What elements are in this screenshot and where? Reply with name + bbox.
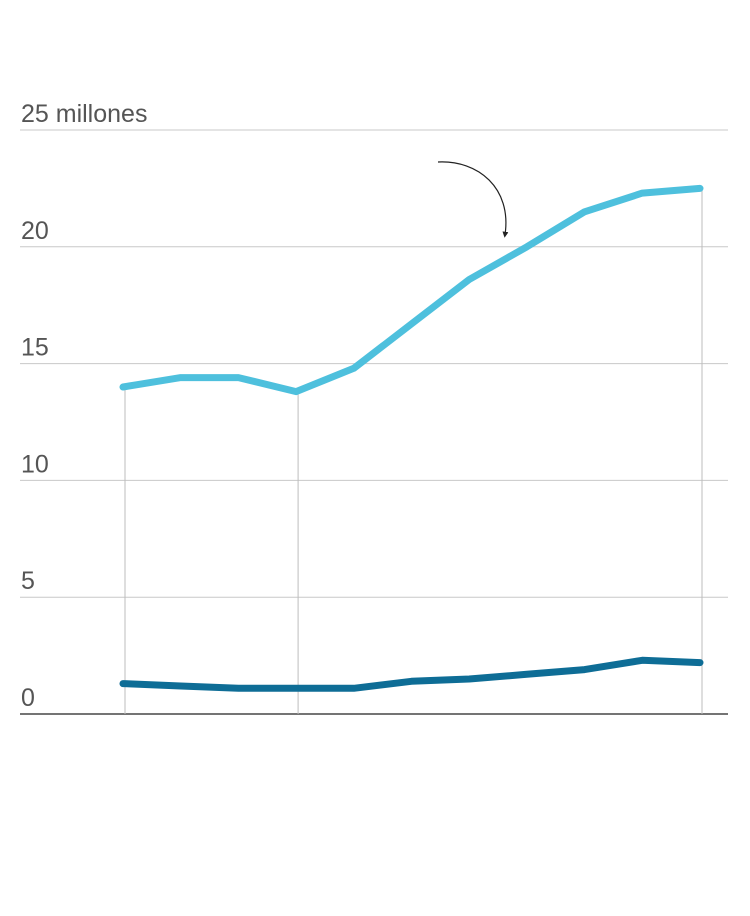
series-line-1 — [119, 184, 704, 396]
y-tick-label: 10 — [21, 450, 49, 478]
y-tick-label: 5 — [21, 567, 35, 595]
y-tick-label: 0 — [21, 684, 35, 712]
data-series — [119, 184, 704, 692]
y-tick-label: 20 — [21, 217, 49, 245]
y-tick-label: 15 — [21, 334, 49, 362]
vertical-reference-lines — [124, 188, 703, 714]
series-line-2 — [119, 656, 704, 692]
gridlines — [20, 129, 728, 715]
y-axis-tick-labels: 25 millones 20 15 10 5 0 — [21, 100, 147, 712]
annotation-arrow — [437, 161, 509, 238]
annotations — [437, 161, 509, 238]
y-tick-label: 25 millones — [21, 100, 147, 128]
